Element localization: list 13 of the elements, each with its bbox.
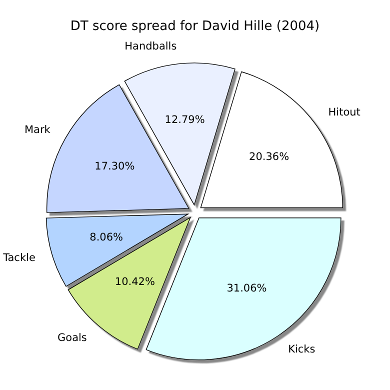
data-label: 31.06% [226,282,267,294]
data-label: 12.79% [164,114,205,126]
slice-label: Tackle [2,252,36,264]
data-label: 8.06% [90,232,124,244]
slice-label: Goals [58,332,87,344]
chart-title: DT score spread for David Hille (2004) [70,19,320,34]
data-label: 17.30% [94,160,135,172]
slice-label: Mark [24,124,52,136]
slice-label: Kicks [288,343,316,356]
slice-label: Hitout [328,106,360,119]
data-label: 10.42% [114,276,155,288]
slice-label: Handballs [124,40,177,53]
data-label: 20.36% [249,150,290,163]
